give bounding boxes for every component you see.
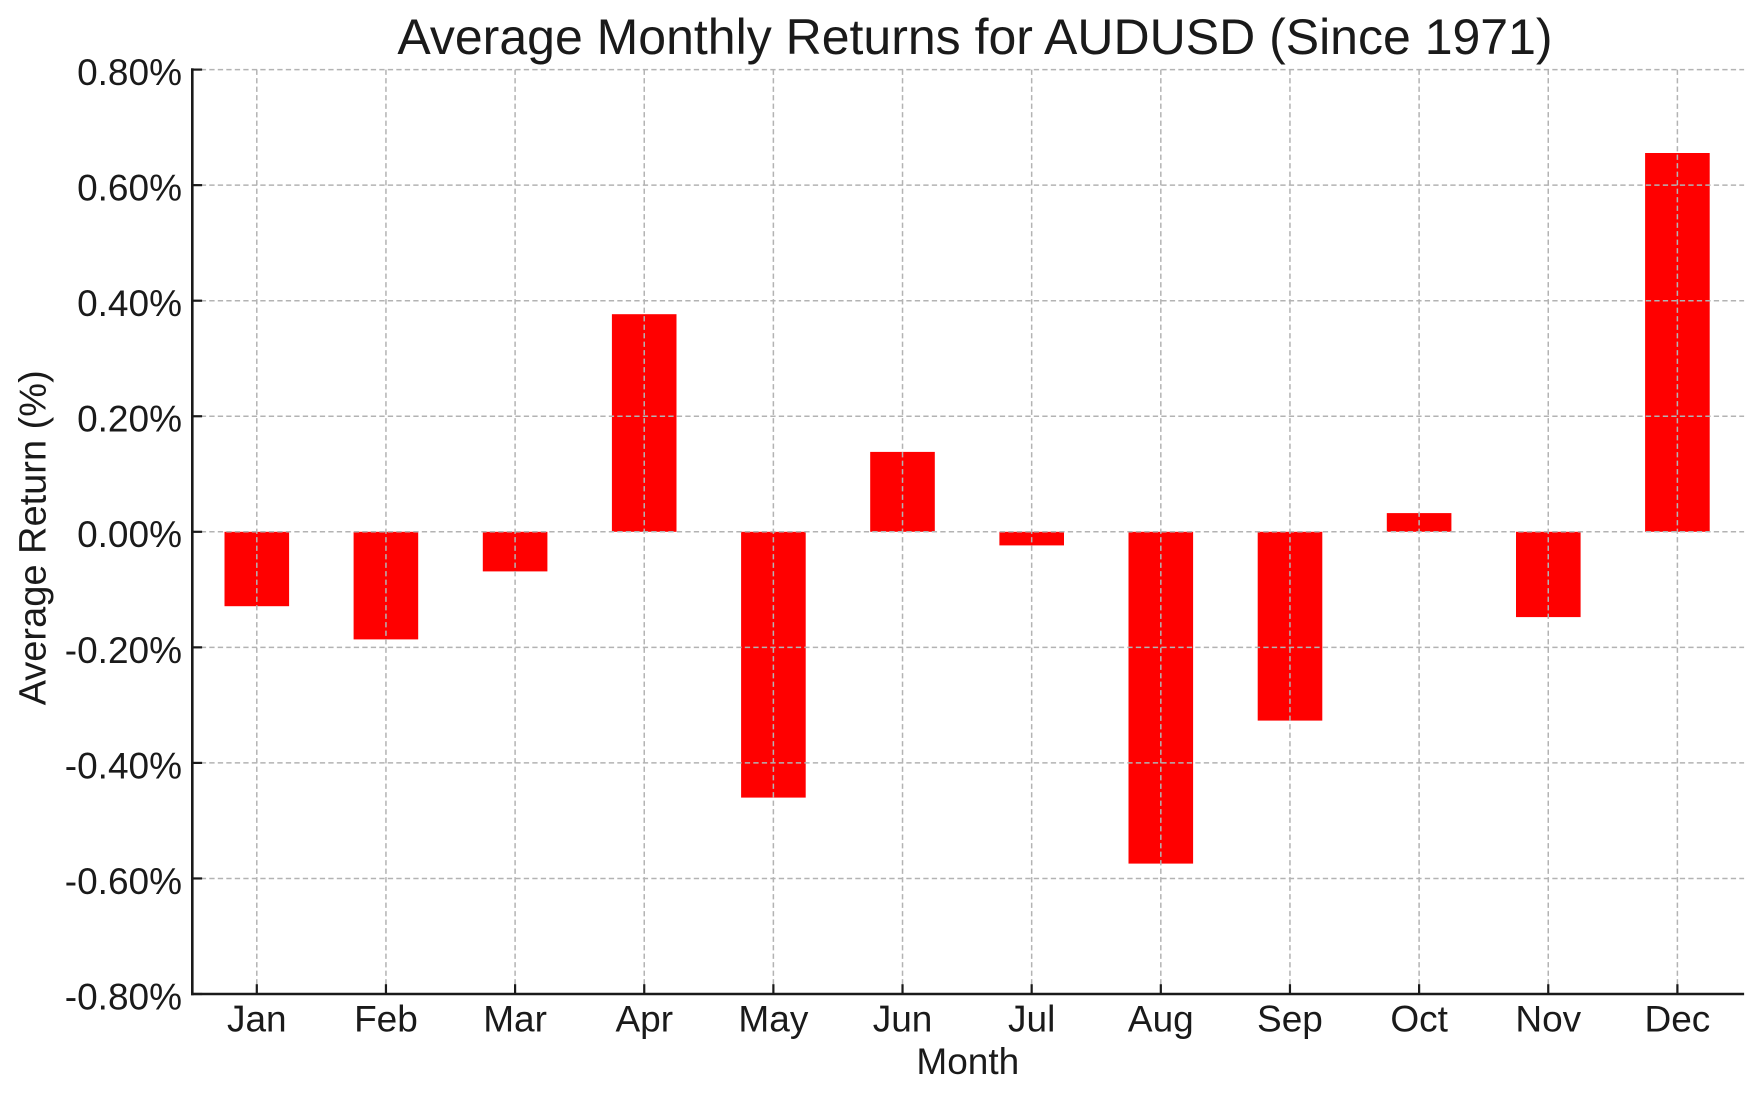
svg-text:Average Monthly Returns for AU: Average Monthly Returns for AUDUSD (Sinc… xyxy=(397,9,1552,65)
svg-text:Aug: Aug xyxy=(1128,999,1194,1040)
svg-text:0.80%: 0.80% xyxy=(77,52,182,93)
svg-text:Apr: Apr xyxy=(615,999,673,1040)
svg-text:Jul: Jul xyxy=(1008,999,1055,1040)
svg-text:0.60%: 0.60% xyxy=(77,168,182,209)
svg-text:Feb: Feb xyxy=(354,999,418,1040)
svg-text:-0.20%: -0.20% xyxy=(65,630,182,671)
svg-text:May: May xyxy=(738,999,808,1040)
svg-text:0.20%: 0.20% xyxy=(77,399,182,440)
svg-text:Oct: Oct xyxy=(1390,999,1448,1040)
svg-text:Sep: Sep xyxy=(1257,999,1323,1040)
svg-text:Month: Month xyxy=(916,1041,1019,1082)
svg-text:Dec: Dec xyxy=(1644,999,1710,1040)
svg-text:-0.80%: -0.80% xyxy=(65,976,182,1017)
svg-text:Average Return (%): Average Return (%) xyxy=(13,370,55,705)
svg-text:-0.40%: -0.40% xyxy=(65,745,182,786)
svg-text:-0.60%: -0.60% xyxy=(65,861,182,902)
svg-text:0.40%: 0.40% xyxy=(77,283,182,324)
svg-text:Jun: Jun xyxy=(873,999,933,1040)
svg-text:0.00%: 0.00% xyxy=(77,514,182,555)
svg-text:Nov: Nov xyxy=(1515,999,1581,1040)
svg-text:Jan: Jan xyxy=(227,999,287,1040)
svg-text:Mar: Mar xyxy=(483,999,547,1040)
